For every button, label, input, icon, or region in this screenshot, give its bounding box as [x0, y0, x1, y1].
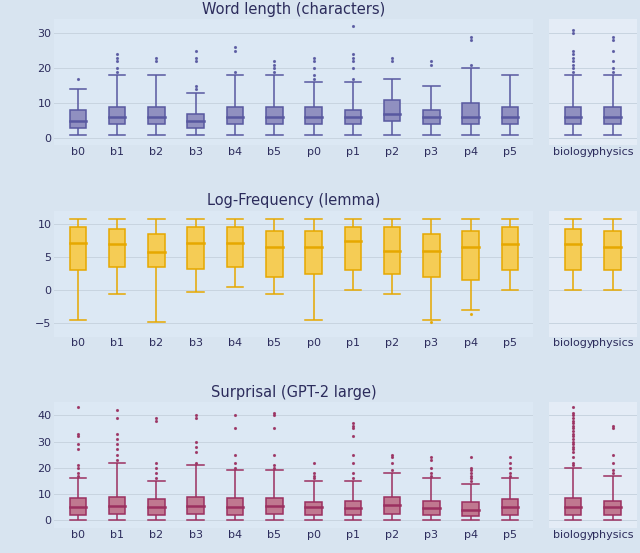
Bar [148, 234, 164, 267]
Bar [148, 107, 164, 124]
Bar [604, 231, 621, 270]
Bar [344, 227, 361, 270]
Bar [227, 227, 243, 267]
Bar [604, 500, 621, 515]
Bar [423, 500, 440, 515]
Bar [266, 231, 282, 277]
Bar [109, 107, 125, 124]
Bar [564, 228, 581, 270]
Bar [423, 110, 440, 124]
Bar [384, 100, 400, 121]
Title: Surprisal (GPT-2 large): Surprisal (GPT-2 large) [211, 385, 377, 400]
Bar [502, 227, 518, 270]
Bar [188, 227, 204, 269]
Bar [148, 499, 164, 515]
Bar [188, 497, 204, 514]
Bar [188, 114, 204, 128]
Bar [109, 228, 125, 267]
Bar [502, 499, 518, 515]
Bar [462, 502, 479, 517]
Bar [423, 234, 440, 277]
Bar [70, 110, 86, 128]
Bar [384, 497, 400, 514]
Bar [462, 231, 479, 280]
Title: Log-Frequency (lemma): Log-Frequency (lemma) [207, 193, 381, 208]
Bar [227, 107, 243, 124]
Bar [564, 107, 581, 124]
Bar [70, 498, 86, 515]
Bar [305, 231, 322, 274]
Bar [344, 500, 361, 515]
Bar [109, 497, 125, 514]
Bar [266, 498, 282, 514]
Bar [502, 107, 518, 124]
Bar [604, 107, 621, 124]
Bar [305, 107, 322, 124]
Bar [384, 227, 400, 274]
Bar [70, 227, 86, 270]
Title: Word length (characters): Word length (characters) [202, 2, 385, 17]
Bar [462, 103, 479, 124]
Bar [305, 502, 322, 515]
Bar [227, 498, 243, 515]
Bar [266, 107, 282, 124]
Bar [344, 110, 361, 124]
Bar [564, 498, 581, 515]
